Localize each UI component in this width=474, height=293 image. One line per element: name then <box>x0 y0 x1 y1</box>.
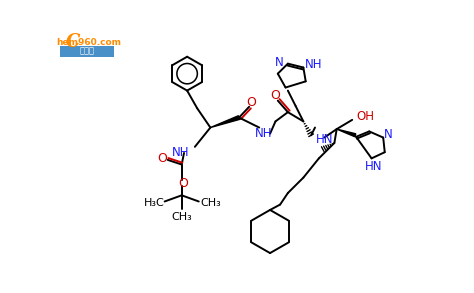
Text: O: O <box>178 177 188 190</box>
Text: H₃C: H₃C <box>144 198 165 208</box>
Text: OH: OH <box>357 110 375 123</box>
Text: O: O <box>270 89 280 103</box>
Text: NH: NH <box>305 58 322 71</box>
Bar <box>60 46 114 57</box>
Text: N: N <box>274 56 283 69</box>
FancyBboxPatch shape <box>59 35 115 58</box>
Text: N: N <box>383 128 392 141</box>
Text: 化工网: 化工网 <box>80 47 95 56</box>
Text: hem960.com: hem960.com <box>56 38 121 47</box>
Polygon shape <box>210 116 240 127</box>
Text: NH: NH <box>255 127 273 140</box>
Text: HN: HN <box>316 133 333 146</box>
Polygon shape <box>337 129 356 137</box>
Text: C: C <box>65 33 80 51</box>
Text: HN: HN <box>365 160 382 173</box>
Text: O: O <box>246 96 256 109</box>
Text: CH₃: CH₃ <box>200 198 221 208</box>
Text: CH₃: CH₃ <box>171 212 192 222</box>
Text: O: O <box>157 152 167 165</box>
Text: NH: NH <box>172 146 190 159</box>
